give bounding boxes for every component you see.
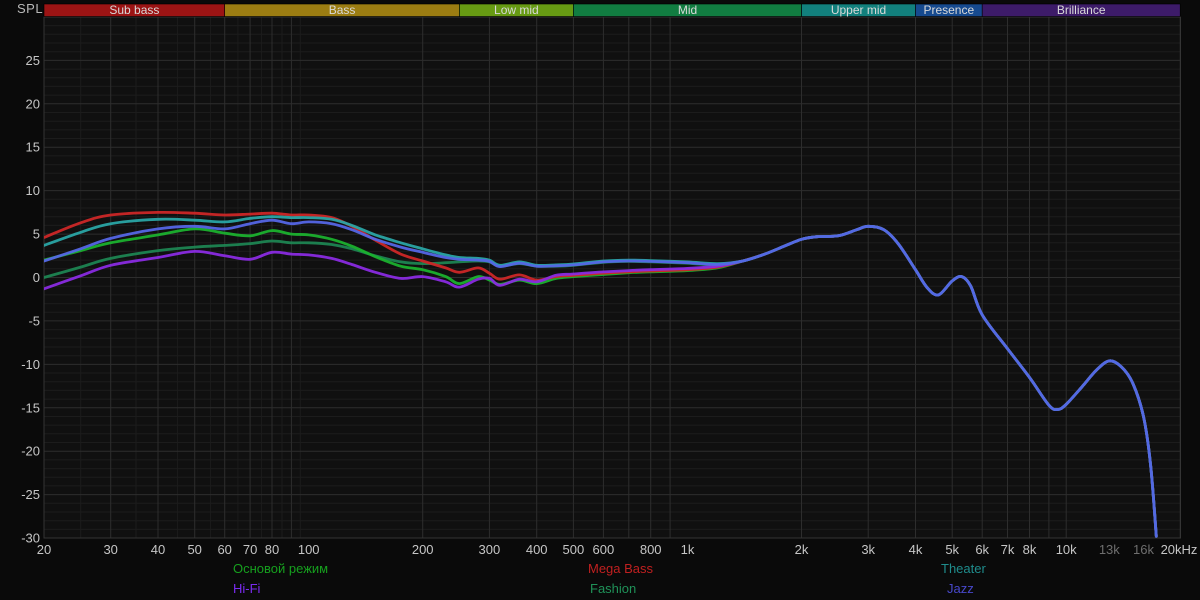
x-tick-label: 1k bbox=[681, 542, 695, 557]
y-tick-label: -5 bbox=[28, 313, 40, 328]
legend-item-main-mode: Основой режим bbox=[233, 561, 329, 576]
x-tick-label: 2k bbox=[795, 542, 809, 557]
x-tick-label: 200 bbox=[412, 542, 434, 557]
x-tick-label: 13k bbox=[1099, 542, 1120, 557]
y-tick-label: -25 bbox=[21, 487, 40, 502]
band-label: Low mid bbox=[494, 3, 539, 17]
legend-item-hifi: Hi-Fi bbox=[233, 581, 261, 596]
y-tick-label: -20 bbox=[21, 444, 40, 459]
curves bbox=[44, 210, 1158, 538]
y-tick-label: -10 bbox=[21, 357, 40, 372]
x-tick-label: 10k bbox=[1056, 542, 1077, 557]
x-tick-label: 50 bbox=[187, 542, 201, 557]
x-tick-label: 400 bbox=[526, 542, 548, 557]
band-label: Mid bbox=[678, 3, 697, 17]
legend-item-theater: Theater bbox=[941, 561, 986, 576]
x-tick-label: 80 bbox=[265, 542, 279, 557]
x-tick-label: 6k bbox=[975, 542, 989, 557]
curve-jazz bbox=[44, 218, 1158, 538]
legend-item-mega-bass: Mega Bass bbox=[588, 561, 654, 576]
x-tick-label: 60 bbox=[217, 542, 231, 557]
legend-item-fashion: Fashion bbox=[590, 581, 637, 596]
x-tick-label: 20kHz bbox=[1161, 542, 1198, 557]
legend-item-jazz: Jazz bbox=[947, 581, 974, 596]
y-tick-label: 10 bbox=[26, 183, 40, 198]
band-label: Upper mid bbox=[831, 3, 886, 17]
x-tick-label: 8k bbox=[1023, 542, 1037, 557]
x-tick-label: 20 bbox=[37, 542, 51, 557]
y-tick-label: 5 bbox=[33, 227, 40, 242]
x-tick-label: 600 bbox=[593, 542, 615, 557]
y-tick-label: 20 bbox=[26, 96, 40, 111]
x-tick-label: 500 bbox=[563, 542, 585, 557]
band-6 bbox=[981, 3, 1181, 17]
band-strip: Sub bass Bass Low mid Mid Upper mid Presence B… bbox=[43, 3, 1181, 17]
y-tick-label: -30 bbox=[21, 531, 40, 546]
y-tick-label: 25 bbox=[26, 53, 40, 68]
band-label: Presence bbox=[923, 3, 974, 17]
x-tick-label: 5k bbox=[945, 542, 959, 557]
y-tick-label: 15 bbox=[26, 140, 40, 155]
x-tick-label: 16k bbox=[1133, 542, 1154, 557]
y-tick-label: -15 bbox=[21, 400, 40, 415]
x-tick-label: 40 bbox=[151, 542, 165, 557]
y-tick-label: 0 bbox=[33, 270, 40, 285]
x-tick-label: 800 bbox=[640, 542, 662, 557]
x-tick-label: 100 bbox=[298, 542, 320, 557]
y-axis-unit-label: SPL bbox=[17, 1, 44, 16]
x-tick-label: 70 bbox=[243, 542, 257, 557]
x-tick-label: 30 bbox=[103, 542, 117, 557]
x-tick-label: 3k bbox=[861, 542, 875, 557]
x-tick-label: 300 bbox=[479, 542, 501, 557]
band-label: Brilliance bbox=[1057, 3, 1106, 17]
band-label: Bass bbox=[329, 3, 356, 17]
x-tick-label: 4k bbox=[909, 542, 923, 557]
band-label: Sub bass bbox=[109, 3, 159, 17]
x-tick-label: 7k bbox=[1001, 542, 1015, 557]
